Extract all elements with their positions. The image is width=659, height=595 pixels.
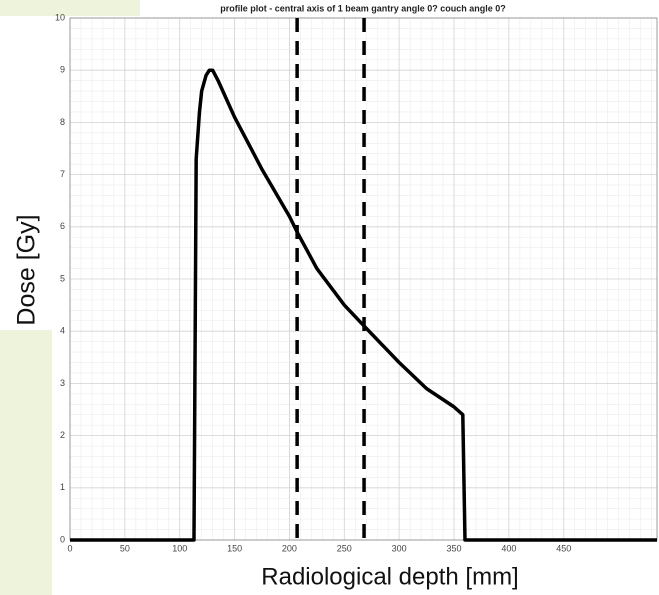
y-axis-label: Dose [Gy] [13,214,41,325]
y-tick-label: 2 [60,430,65,440]
panel-strip [0,330,52,595]
y-tick-label: 9 [60,65,65,75]
x-tick-label: 200 [282,543,297,553]
x-tick-label: 50 [120,543,130,553]
chart-title: profile plot - central axis of 1 beam ga… [220,3,506,13]
panel-strip [0,0,140,16]
x-tick-label: 250 [337,543,352,553]
x-tick-label: 0 [67,543,72,553]
y-tick-label: 5 [60,273,65,283]
x-tick-label: 300 [392,543,407,553]
plot: 0 50 100 150 200 250 300 350 400 450 0 1 2 3 4 5 6 7 8 9 10 [55,12,658,553]
x-tick-label: 100 [172,543,187,553]
x-tick-label: 150 [227,543,242,553]
x-tick-label: 450 [556,543,571,553]
x-tick-label: 350 [447,543,462,553]
y-tick-label: 8 [60,117,65,127]
x-axis-label: Radiological depth [mm] [261,563,518,590]
y-tick-label: 7 [60,169,65,179]
y-tick-label: 0 [60,534,65,544]
y-tick-label: 1 [60,482,65,492]
y-tick-label: 4 [60,326,65,336]
x-tick-label: 400 [501,543,516,553]
y-tick-label: 10 [55,12,65,22]
y-tick-label: 6 [60,221,65,231]
y-tick-label: 3 [60,378,65,388]
line [70,68,657,542]
